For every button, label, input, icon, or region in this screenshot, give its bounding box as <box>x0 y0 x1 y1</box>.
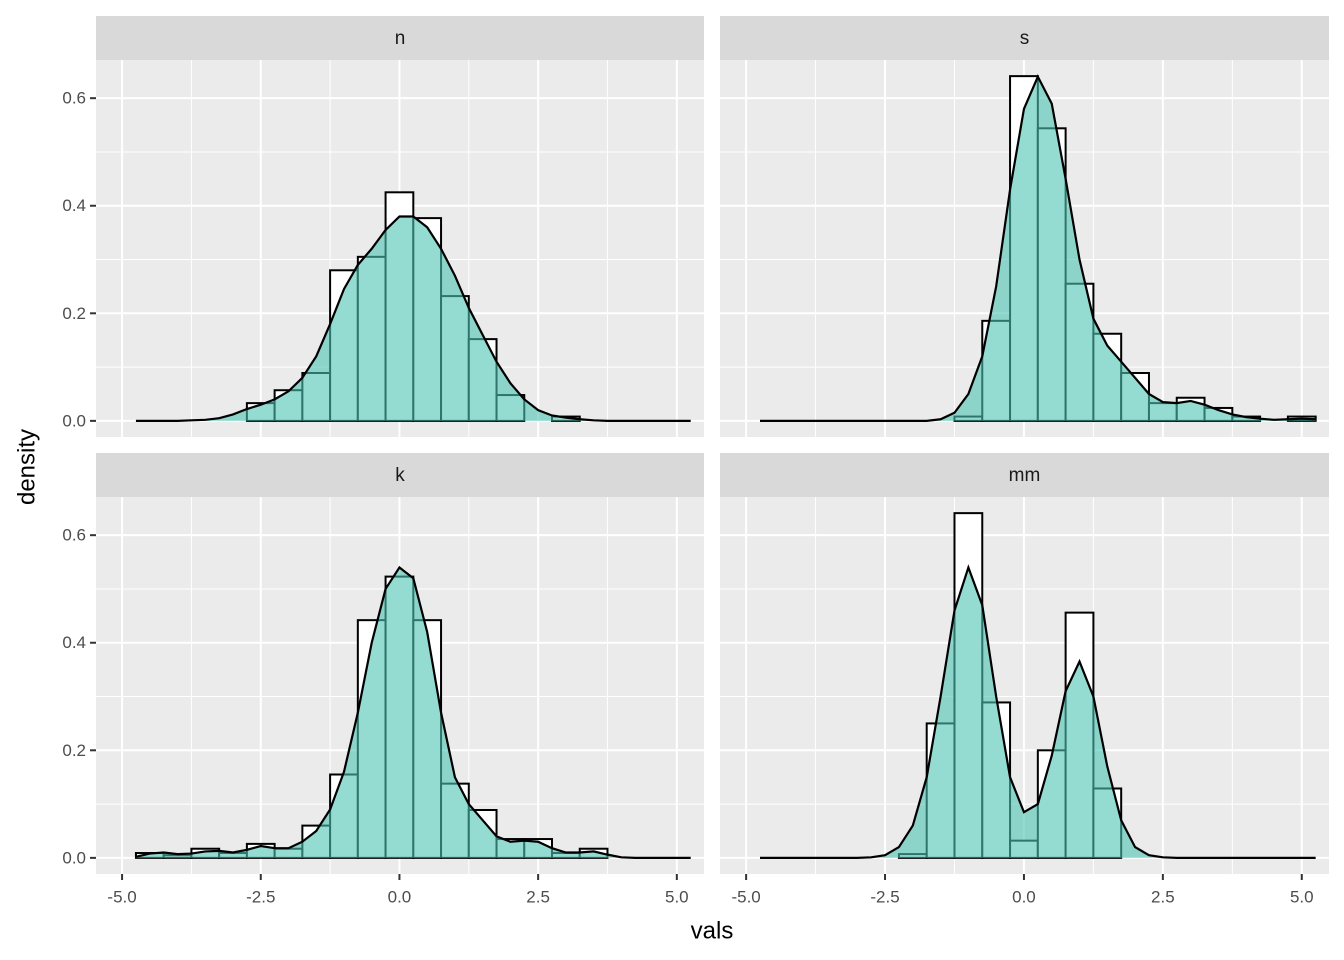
y-tick-label: 0.2 <box>62 304 86 323</box>
density-area <box>135 216 691 421</box>
x-tick-label: 0.0 <box>1012 887 1036 906</box>
strip-label: mm <box>1009 465 1041 486</box>
strip-background <box>720 453 1329 497</box>
density-line <box>135 565 691 859</box>
y-tick-label: 0.0 <box>62 411 86 430</box>
y-tick-label: 0.2 <box>62 741 86 760</box>
strip-background <box>720 16 1329 60</box>
y-tick-label: 0.4 <box>62 633 86 652</box>
strip-background <box>96 453 704 497</box>
strip-label: s <box>1020 28 1030 49</box>
density-line <box>135 215 691 422</box>
strip-label: k <box>395 465 405 486</box>
x-tick-label: 5.0 <box>665 887 689 906</box>
density-area <box>135 567 691 858</box>
x-tick-label: -5.0 <box>107 887 136 906</box>
y-axis-title: density <box>13 429 40 505</box>
x-tick-label: 2.5 <box>526 887 550 906</box>
x-tick-label: -2.5 <box>246 887 275 906</box>
y-tick-label: 0.6 <box>62 89 86 108</box>
x-tick-label: 5.0 <box>1290 887 1314 906</box>
strip-label: n <box>395 28 406 49</box>
x-tick-label: 0.0 <box>388 887 412 906</box>
y-tick-label: 0.6 <box>62 526 86 545</box>
density-line <box>760 564 1316 859</box>
density-line <box>760 74 1316 422</box>
strip-background <box>96 16 704 60</box>
x-tick-label: -5.0 <box>731 887 760 906</box>
x-tick-label: -2.5 <box>870 887 899 906</box>
y-tick-label: 0.4 <box>62 196 86 215</box>
x-tick-label: 2.5 <box>1151 887 1175 906</box>
x-axis-title: vals <box>691 917 734 944</box>
y-tick-label: 0.0 <box>62 848 86 867</box>
density-area <box>760 76 1316 421</box>
